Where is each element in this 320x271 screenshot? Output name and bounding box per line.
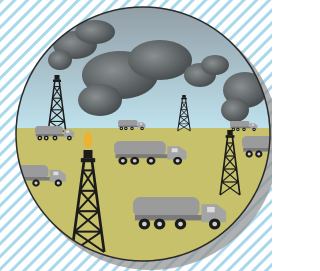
flame [84,132,92,148]
page [0,0,272,271]
illustration [0,0,272,271]
